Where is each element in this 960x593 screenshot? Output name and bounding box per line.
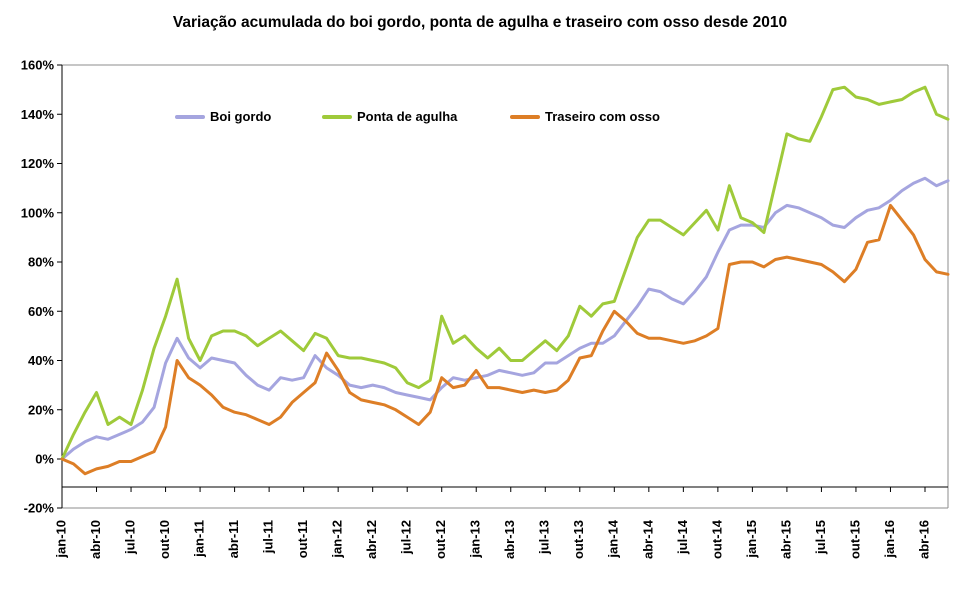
x-tick-label: out-11	[295, 520, 310, 558]
x-tick-label: jul-15	[813, 520, 828, 555]
x-axis: jan-10 abr-10 jul-10 out-10 jan-11 abr-11 jul-…	[53, 486, 948, 559]
y-tick-label: 80%	[28, 255, 54, 270]
legend-label-ponta-de-agulha: Ponta de agulha	[357, 109, 458, 124]
legend-label-traseiro-com-osso: Traseiro com osso	[545, 109, 660, 124]
y-tick-label: -20%	[24, 501, 55, 516]
x-tick-label: abr-13	[502, 520, 517, 559]
x-tick-label: abr-14	[640, 519, 655, 559]
y-tick-label: 140%	[21, 107, 55, 122]
legend-item-traseiro-com-osso: Traseiro com osso	[510, 109, 660, 124]
legend-item-boi-gordo: Boi gordo	[175, 109, 271, 124]
x-tick-label: jul-13	[537, 520, 552, 555]
chart-title: Variação acumulada do boi gordo, ponta d…	[172, 14, 788, 31]
legend-item-ponta-de-agulha: Ponta de agulha	[322, 109, 457, 124]
x-tick-label: jul-10	[122, 520, 137, 555]
x-tick-label: jan-11	[192, 520, 207, 558]
x-tick-label: out-12	[433, 520, 448, 559]
x-tick-label: abr-12	[364, 520, 379, 559]
x-tick-label: abr-15	[778, 520, 793, 559]
series-line-boi-gordo	[60, 176, 950, 461]
y-tick-label: 160%	[21, 58, 55, 73]
legend-label-boi-gordo: Boi gordo	[210, 109, 272, 124]
x-tick-label: jan-12	[330, 520, 345, 559]
y-tick-label: 120%	[21, 156, 55, 171]
x-tick-label: out-13	[571, 520, 586, 559]
x-tick-label: jan-14	[606, 519, 621, 558]
y-tick-label: 100%	[21, 205, 55, 220]
series-line-traseiro-com-osso	[60, 203, 950, 476]
x-tick-label: jan-15	[744, 520, 759, 559]
legend-swatch-boi-gordo-icon	[175, 114, 205, 119]
y-axis: 160% 140% 120% 100% 80% 60% 40% 20% 0% -20%	[21, 58, 63, 516]
x-tick-label: jul-11	[261, 520, 276, 554]
x-tick-label: jan-13	[468, 520, 483, 559]
x-tick-label: jul-12	[399, 520, 414, 555]
x-tick-label: jan-10	[53, 520, 68, 559]
y-tick-label: 40%	[28, 353, 54, 368]
x-tick-label: abr-11	[226, 520, 241, 558]
x-tick-label: abr-16	[916, 520, 931, 559]
x-tick-label: out-15	[847, 520, 862, 559]
legend-swatch-ponta-de-agulha-icon	[322, 114, 352, 119]
x-tick-label: jan-16	[882, 520, 897, 559]
x-tick-label: out-14	[709, 519, 724, 559]
y-tick-label: 60%	[28, 304, 54, 319]
y-tick-label: 0%	[35, 452, 54, 467]
x-tick-label: out-10	[157, 520, 172, 559]
x-tick-label: jul-14	[675, 519, 690, 555]
series-line-ponta-de-agulha	[60, 85, 950, 461]
plot-area-border	[62, 64, 949, 509]
x-tick-label: abr-10	[88, 520, 103, 559]
y-tick-label: 20%	[28, 402, 54, 417]
chart-legend: Boi gordo Ponta de agulha Traseiro com o…	[0, 109, 960, 129]
legend-swatch-traseiro-com-osso-icon	[510, 114, 540, 119]
